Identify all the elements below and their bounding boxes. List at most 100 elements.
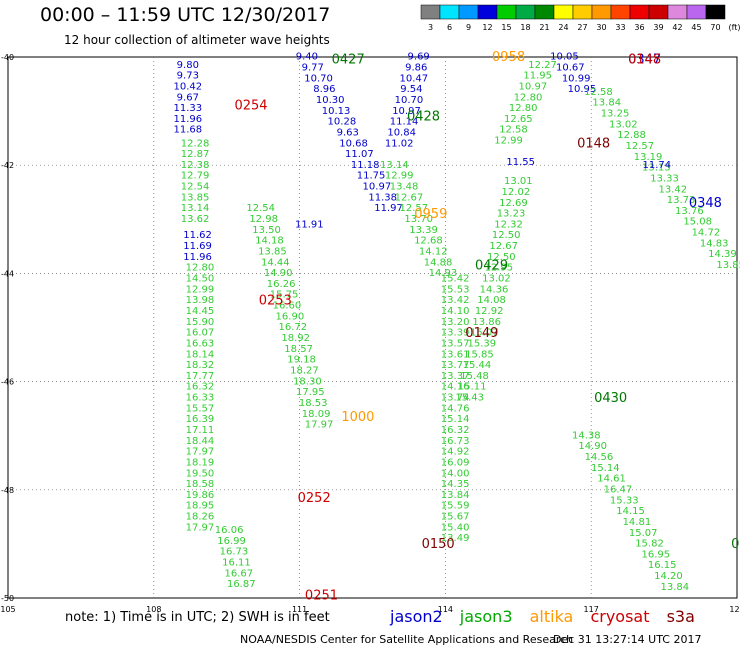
data-point-label: 13.33	[650, 173, 679, 184]
data-point-label: 13.84	[592, 98, 621, 109]
data-point-label: 13.85	[181, 192, 210, 203]
pass-label: 0429	[475, 258, 508, 273]
data-point-label: 14.56	[585, 452, 614, 463]
data-point-label: 12.79	[181, 171, 210, 182]
data-point-label: 13.84	[660, 582, 689, 593]
data-point-label: 14.88	[424, 257, 453, 268]
data-point-label: 14.72	[692, 228, 721, 239]
data-point-label: 10.05	[550, 52, 579, 63]
data-point-label: 14.16	[441, 382, 470, 393]
data-point-label: 13.84	[441, 490, 470, 501]
data-point-label: 12.67	[395, 192, 424, 203]
y-tick-label: -44	[1, 269, 14, 278]
data-point-label: 11.55	[506, 157, 535, 168]
data-point-label: 12.57	[399, 203, 428, 214]
data-point-label: 18.14	[186, 349, 215, 360]
data-point-label: 16.26	[267, 279, 296, 290]
colorbar-swatch	[629, 4, 650, 20]
data-point-label: 18.58	[186, 479, 215, 490]
data-point-label: 9.67	[177, 92, 199, 103]
data-point-label: 16.73	[441, 436, 470, 447]
data-point-label: 10.97	[363, 182, 392, 193]
data-point-label: 16.72	[278, 322, 307, 333]
colorbar-label: 27	[577, 23, 587, 32]
data-point-label: 14.18	[255, 236, 284, 247]
data-point-label: 10.67	[556, 63, 585, 74]
data-point-label: 12.02	[502, 187, 531, 198]
data-point-label: 16.47	[604, 485, 633, 496]
data-point-label: 14.45	[186, 306, 215, 317]
data-point-label: 11.33	[173, 103, 202, 114]
note-text: note: 1) Time is in UTC; 2) SWH is in fe…	[65, 610, 330, 625]
data-point-label: 9.54	[400, 84, 422, 95]
data-point-label: 12.27	[528, 60, 557, 71]
legend: jason2 jason3 altika cryosat s3a	[390, 607, 707, 626]
colorbar-label: 9	[466, 23, 471, 32]
data-point-label: 11.14	[390, 117, 419, 128]
data-point-label: 13.85	[258, 246, 287, 257]
data-point-label: 17.97	[186, 447, 215, 458]
pass-label: 0148	[628, 53, 661, 68]
data-point-label: 16.07	[186, 328, 215, 339]
data-point-label: 10.70	[304, 73, 333, 84]
data-point-label: 13.70	[404, 214, 433, 225]
colorbar-label: 12	[482, 23, 492, 32]
colorbar-swatch	[648, 4, 669, 20]
data-point-label: 16.67	[225, 568, 254, 579]
data-point-label: 10.99	[562, 73, 591, 84]
data-point-label: 12.58	[584, 87, 613, 98]
data-point-label: 14.76	[441, 403, 470, 414]
colorbar-label: 21	[539, 23, 549, 32]
data-point-label: 12.98	[249, 214, 278, 225]
data-point-label: 10.30	[316, 95, 345, 106]
data-point-label: 10.95	[568, 84, 597, 95]
data-point-label: 13.02	[482, 274, 511, 285]
data-point-label: 14.50	[186, 274, 215, 285]
colorbar-label: 39	[653, 23, 663, 32]
data-point-label: 13.77	[441, 360, 470, 371]
data-point-label: 13.01	[504, 176, 533, 187]
data-point-label: 15.90	[186, 317, 215, 328]
data-point-label: 17.97	[186, 522, 215, 533]
colorbar-swatch	[686, 4, 707, 20]
data-point-label: 13.14	[181, 203, 210, 214]
data-point-label: 11.62	[183, 230, 212, 241]
data-point-label: 9.40	[296, 52, 318, 63]
data-point-label: 12.80	[509, 103, 538, 114]
colorbar-label: 30	[596, 23, 606, 32]
data-point-label: 8.96	[313, 84, 335, 95]
data-point-label: 14.15	[616, 506, 645, 517]
data-point-label: 15.75	[270, 290, 299, 301]
data-point-label: 18.26	[186, 512, 215, 523]
data-point-label: 16.60	[273, 301, 302, 312]
data-point-label: 13.61	[441, 349, 470, 360]
data-point-label: 14.35	[441, 479, 470, 490]
data-point-label: 15.33	[610, 495, 639, 506]
data-point-label: 19.50	[186, 468, 215, 479]
legend-cryosat: cryosat	[590, 607, 650, 626]
colorbar-label: 45	[691, 23, 701, 32]
y-tick-label: -50	[1, 594, 14, 603]
data-point-label: 15.40	[441, 522, 470, 533]
pass-label: 0254	[234, 99, 267, 114]
pass-labels: 0427 0958 03470148025404280148095903480429…	[234, 50, 740, 603]
data-point-label: 19.86	[186, 490, 215, 501]
data-point-label: 10.84	[387, 127, 416, 138]
data-point-label: 14.36	[480, 284, 509, 295]
data-point-label: 18.32	[186, 360, 215, 371]
colorbar-label: 15	[501, 23, 511, 32]
data-point-label: 15.48	[460, 371, 489, 382]
data-point-label: 14.90	[264, 268, 293, 279]
data-point-label: 15.08	[683, 217, 712, 228]
colorbar-swatch	[705, 4, 726, 20]
colorbar-label: 42	[672, 23, 682, 32]
colorbar-swatch	[496, 4, 517, 20]
pass-label: 1000	[341, 410, 374, 425]
data-point-label: 15.07	[629, 528, 658, 539]
data-point-label: 15.43	[455, 393, 484, 404]
data-point-label: 12.65	[504, 114, 533, 125]
x-tick-label: 105	[0, 605, 15, 614]
data-point-label: 12.68	[414, 236, 443, 247]
data-point-label: 13.14	[380, 160, 409, 171]
